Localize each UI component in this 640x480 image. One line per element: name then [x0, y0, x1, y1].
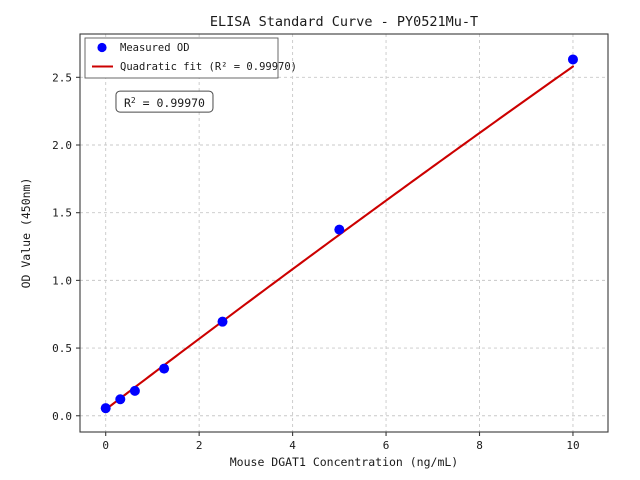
y-axis-label: OD Value (450nm): [19, 178, 33, 289]
x-tick-label: 0: [102, 439, 109, 452]
legend-marker-measured-od: [97, 42, 107, 53]
axes-frame: [79, 33, 609, 433]
data-point: [129, 385, 140, 396]
legend-label: Quadratic fit (R² = 0.99970): [120, 61, 297, 73]
chart-legend[interactable]: Measured OD Quadratic fit (R² = 0.99970): [84, 37, 297, 79]
data-point: [334, 224, 345, 235]
x-tick-label: 8: [476, 439, 483, 452]
y-tick-label: 0.5: [52, 342, 72, 355]
y-tick-label: 2.0: [52, 139, 72, 152]
annotation-frame: [115, 90, 214, 113]
x-tick-label: 2: [196, 439, 203, 452]
y-tick-label: 1.5: [52, 207, 72, 220]
axis-ticks: 0 2 4 6 8 10 0.0 0.5 1.0 1.5 2.0 2.5: [52, 71, 579, 452]
annotation-text: R2 = 0.99970: [124, 96, 205, 110]
y-tick-label: 2.5: [52, 71, 72, 84]
data-point: [567, 54, 578, 65]
fit-curve-quadratic: [104, 65, 575, 411]
data-point: [115, 394, 126, 405]
y-tick-label: 1.0: [52, 274, 72, 287]
data-point: [100, 403, 111, 414]
legend-frame: [84, 37, 279, 79]
data-point: [217, 316, 228, 327]
data-points-measured-od: [100, 54, 578, 414]
chart-title: ELISA Standard Curve - PY0521Mu-T: [210, 14, 478, 30]
x-axis-label: Mouse DGAT1 Concentration (ng/mL): [230, 455, 458, 469]
data-point: [159, 363, 170, 374]
r-squared-annotation: R2 = 0.99970: [115, 90, 214, 113]
legend-label: Measured OD: [120, 42, 190, 54]
grid-lines: [80, 34, 608, 432]
y-tick-label: 0.0: [52, 410, 72, 423]
x-tick-label: 6: [383, 439, 390, 452]
x-tick-label: 4: [289, 439, 296, 452]
x-tick-label: 10: [566, 439, 579, 452]
fit-line: [104, 65, 575, 411]
